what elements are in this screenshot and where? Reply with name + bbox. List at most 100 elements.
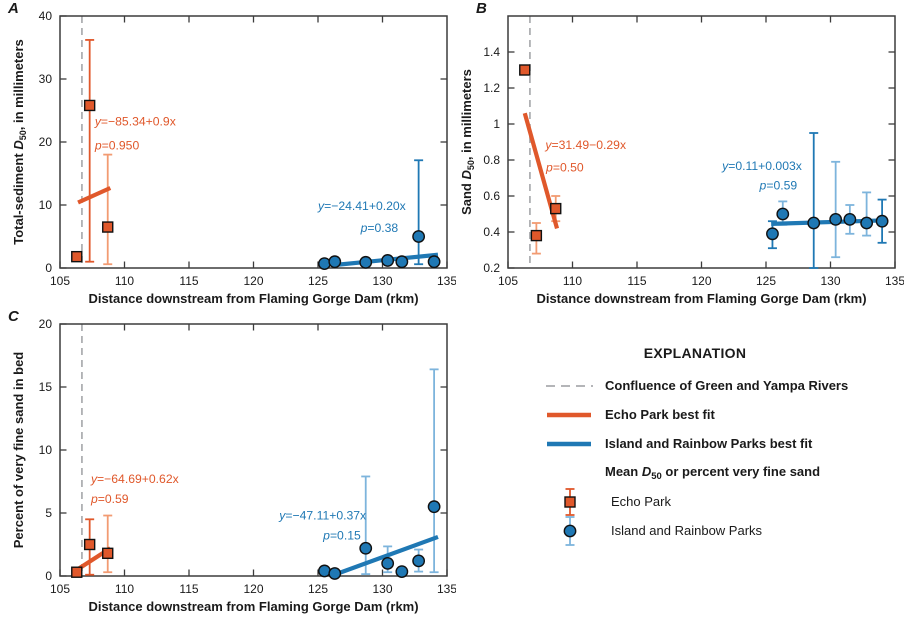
x-tick-label: 115 [179, 582, 198, 596]
legend-sample [545, 485, 595, 519]
x-tick-label: 110 [115, 274, 134, 288]
fit-equation-label: y=31.49−0.29x [544, 138, 626, 152]
fit-equation-label: y=−24.41+0.20x [317, 199, 406, 213]
x-tick-label: 130 [372, 582, 392, 596]
x-tick-label: 120 [243, 582, 263, 596]
y-axis-label: Percent of very fine sand in bed [11, 352, 26, 549]
island-fit-line-sample [547, 441, 591, 446]
panel-letter: C [8, 308, 20, 325]
y-tick-label: 20 [39, 317, 53, 331]
p-value-label: p=0.38 [360, 221, 399, 235]
y-axis-label: Sand D50, in millimeters [459, 69, 476, 215]
y-tick-label: 40 [39, 9, 53, 23]
x-tick-label: 120 [691, 274, 711, 288]
marker-echo-park [550, 202, 562, 215]
legend-sample [545, 369, 595, 403]
marker-island-rainbow-parks [412, 554, 426, 568]
marker-island-rainbow-parks [395, 565, 409, 578]
legend-item-4: Echo Park [545, 487, 845, 516]
legend-item-3: Mean D50 or percent very fine sand [545, 458, 845, 487]
x-tick-label: 135 [437, 274, 456, 288]
circle-marker-icon [563, 524, 577, 537]
marker-island-rainbow-parks [381, 254, 395, 267]
legend-items: Confluence of Green and Yampa Rivers Echo… [545, 369, 849, 548]
fit-equation-label: y=−64.69+0.62x [90, 472, 179, 486]
x-tick-label: 135 [437, 582, 456, 596]
y-tick-label: 0.4 [483, 225, 500, 239]
legend-sample [545, 398, 595, 432]
x-axis-label: Distance downstream from Flaming Gorge D… [536, 291, 866, 306]
y-tick-label: 10 [39, 443, 53, 457]
fit-line-island [335, 534, 439, 577]
y-tick-label: 0.6 [483, 189, 500, 203]
y-tick-label: 1 [493, 117, 500, 131]
x-tick-label: 105 [50, 274, 70, 288]
echo-marker-sample [564, 487, 576, 516]
legend-item-1: Echo Park best fit [545, 400, 845, 429]
marker-echo-park [102, 547, 114, 560]
x-tick-label: 105 [498, 274, 518, 288]
y-tick-label: 0.2 [483, 261, 500, 275]
marker-island-rainbow-parks [875, 214, 889, 228]
marker-island-rainbow-parks [359, 541, 373, 555]
marker-island-rainbow-parks [776, 207, 790, 221]
marker-echo-park [530, 229, 543, 242]
marker-island-rainbow-parks [395, 255, 409, 269]
y-tick-label: 1.4 [483, 45, 500, 59]
legend-title: EXPLANATION [643, 345, 747, 361]
marker-island-rainbow-parks [766, 227, 779, 241]
legend-item-label: Mean D50 or percent very fine sand [605, 463, 821, 482]
y-tick-label: 15 [39, 380, 53, 394]
marker-island-rainbow-parks [318, 257, 331, 270]
marker-echo-park [83, 538, 96, 551]
x-axis-label: Distance downstream from Flaming Gorge D… [88, 291, 418, 306]
marker-island-rainbow-parks [843, 212, 857, 226]
legend-item-label: Confluence of Green and Yampa Rivers [605, 378, 849, 393]
legend-item-label: Echo Park best fit [605, 407, 715, 422]
legend-sample [545, 427, 595, 461]
x-tick-label: 125 [756, 274, 776, 288]
marker-echo-park [83, 99, 96, 112]
x-tick-label: 105 [50, 582, 70, 596]
x-tick-label: 110 [115, 582, 134, 596]
y-axis-label: Total-sediment D50, in millimeters [11, 39, 28, 245]
island-marker-sample [563, 515, 577, 546]
y-tick-label: 5 [45, 506, 52, 520]
x-tick-label: 125 [308, 582, 328, 596]
panel-letter: B [476, 0, 487, 17]
marker-island-rainbow-parks [381, 556, 395, 570]
legend: EXPLANATION Confluence of Green and Yamp… [545, 345, 849, 548]
marker-island-rainbow-parks [427, 255, 441, 269]
legend-item-0: Confluence of Green and Yampa Rivers [545, 369, 849, 403]
marker-island-rainbow-parks [328, 255, 342, 269]
legend-item-label: Island and Rainbow Parks best fit [605, 436, 813, 451]
marker-island-rainbow-parks [427, 500, 441, 514]
marker-echo-park [71, 566, 83, 578]
marker-island-rainbow-parks [829, 212, 843, 226]
marker-echo-park [71, 250, 83, 263]
legend-sample [545, 514, 595, 548]
marker-echo-park [102, 221, 114, 233]
x-tick-label: 130 [372, 274, 392, 288]
legend-item-label: Island and Rainbow Parks [611, 523, 763, 538]
legend-item-label: Echo Park [611, 494, 671, 509]
x-tick-label: 135 [885, 274, 904, 288]
marker-island-rainbow-parks [860, 216, 874, 230]
fit-line-echo [77, 186, 112, 205]
p-value-label: p=0.950 [94, 139, 140, 153]
marker-island-rainbow-parks [412, 230, 426, 243]
x-tick-label: 115 [627, 274, 646, 288]
fit-equation-label: y=0.11+0.003x [721, 159, 802, 173]
x-tick-label: 130 [820, 274, 840, 288]
fit-equation-label: y=−47.11+0.37x [278, 508, 366, 522]
marker-island-rainbow-parks [359, 255, 373, 269]
x-tick-label: 115 [179, 274, 198, 288]
marker-island-rainbow-parks [328, 567, 342, 580]
p-value-label: p=0.15 [322, 528, 361, 542]
y-tick-label: 0 [45, 569, 52, 583]
panel-b-chart: 105 110 115 120 125 130 135 0.2 0.4 0.6 0.8 1 1.2 1.4… [459, 0, 904, 306]
p-value-label: p=0.59 [90, 492, 129, 506]
fit-equation-label: y=−85.34+0.9x [94, 115, 176, 129]
marker-island-rainbow-parks [807, 216, 821, 230]
y-tick-label: 1.2 [483, 81, 500, 95]
